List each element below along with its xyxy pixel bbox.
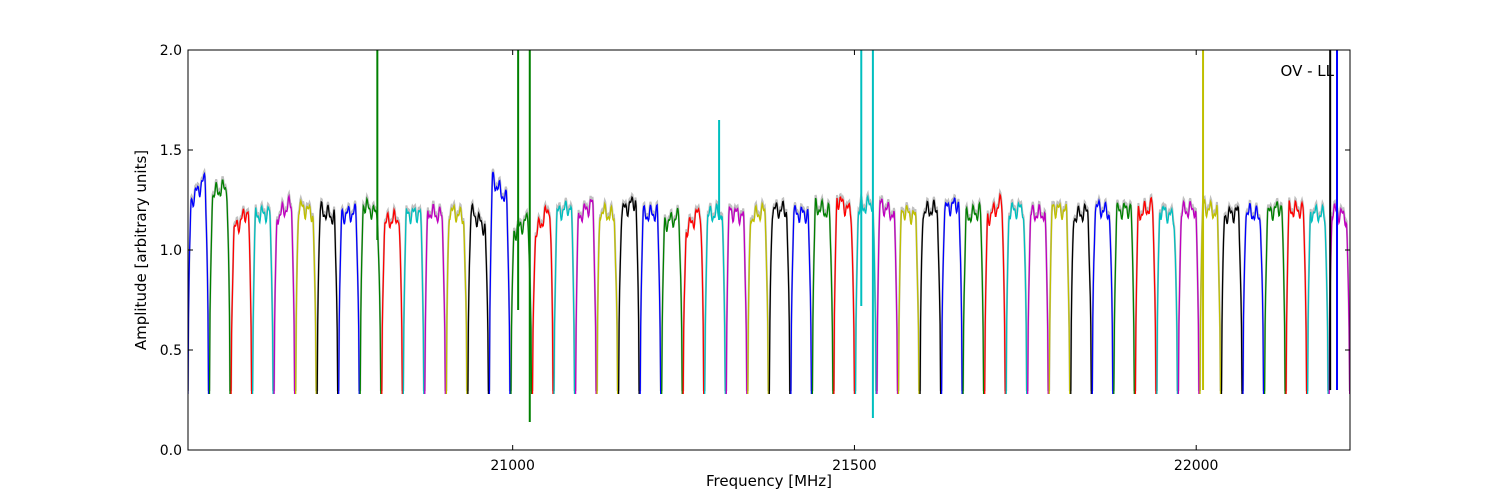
band-trace [725,206,748,395]
band-trace [1263,201,1286,395]
y-tick-label: 1.5 [160,143,182,159]
band-trace [639,203,662,395]
band-trace [208,179,231,395]
spike-layer [376,50,1339,422]
band-trace [553,200,576,395]
reference-trace [1263,197,1287,392]
band-trace [316,200,339,395]
band-trace [768,200,791,395]
band-trace [682,207,705,395]
band-trace [510,211,533,395]
band-trace [1134,196,1157,395]
band-trace [617,195,640,395]
band-trace [295,198,317,395]
band-trace [940,197,963,395]
band-trace [1156,205,1179,395]
band-trace [467,202,490,395]
y-tick-label: 0.5 [160,343,182,359]
band-trace [704,202,726,395]
band-trace [1048,202,1071,395]
band-trace [876,198,899,395]
band-trace [488,171,511,395]
x-tick-label: 22000 [1174,458,1219,474]
band-trace [1328,202,1350,395]
reference-trace [1048,197,1071,392]
band-trace [919,199,942,395]
reference-trace-layer [188,167,1393,392]
band-trace [445,203,468,395]
band-trace [1113,202,1135,395]
series-layer [188,171,1393,395]
y-axis-label: Amplitude [arbitrary units] [132,150,150,350]
band-trace [1220,204,1243,395]
band-trace [574,199,597,395]
band-trace [747,201,769,395]
band-trace [1306,203,1329,395]
reference-trace [230,205,253,392]
reference-trace [1372,196,1393,391]
band-trace [424,203,446,395]
band-trace [1091,198,1114,395]
band-trace [338,203,360,395]
band-trace [1351,201,1372,394]
band-trace [1027,203,1049,395]
reference-trace [897,202,920,392]
reference-trace [725,202,748,392]
band-trace [811,197,834,395]
band-trace [1372,199,1393,394]
y-tick-label: 0.0 [160,443,182,459]
x-axis-label: Frequency [MHz] [706,472,832,490]
band-trace [273,193,296,395]
band-trace [790,205,813,395]
band-trace [1070,202,1092,395]
x-tick-label: 21500 [832,458,877,474]
band-trace [596,201,619,395]
reference-trace [531,199,554,392]
band-trace [381,207,403,395]
reference-trace [574,195,598,392]
ticks-layer: 21000 21500 22000 0.0 0.5 1.0 1.5 2.0 [160,43,1350,474]
panel-annotation: OV - LL [1281,62,1335,80]
band-trace [531,204,554,395]
reference-trace [1349,350,1350,391]
band-trace [962,201,985,395]
reference-trace [402,202,425,392]
band-trace [984,192,1006,395]
reference-trace [380,202,404,392]
band-trace [833,196,856,395]
band-trace [1285,199,1308,395]
y-tick-label: 2.0 [160,43,182,59]
band-trace [1177,199,1200,395]
band-trace [402,206,425,395]
band-trace [661,207,683,395]
x-tick-label: 21000 [490,458,535,474]
band-trace [230,208,253,395]
band-trace [251,203,274,395]
band-trace [188,171,210,395]
y-tick-label: 1.0 [160,243,182,259]
band-trace [897,205,920,395]
band-trace [1005,201,1028,395]
band-trace [1242,203,1265,395]
